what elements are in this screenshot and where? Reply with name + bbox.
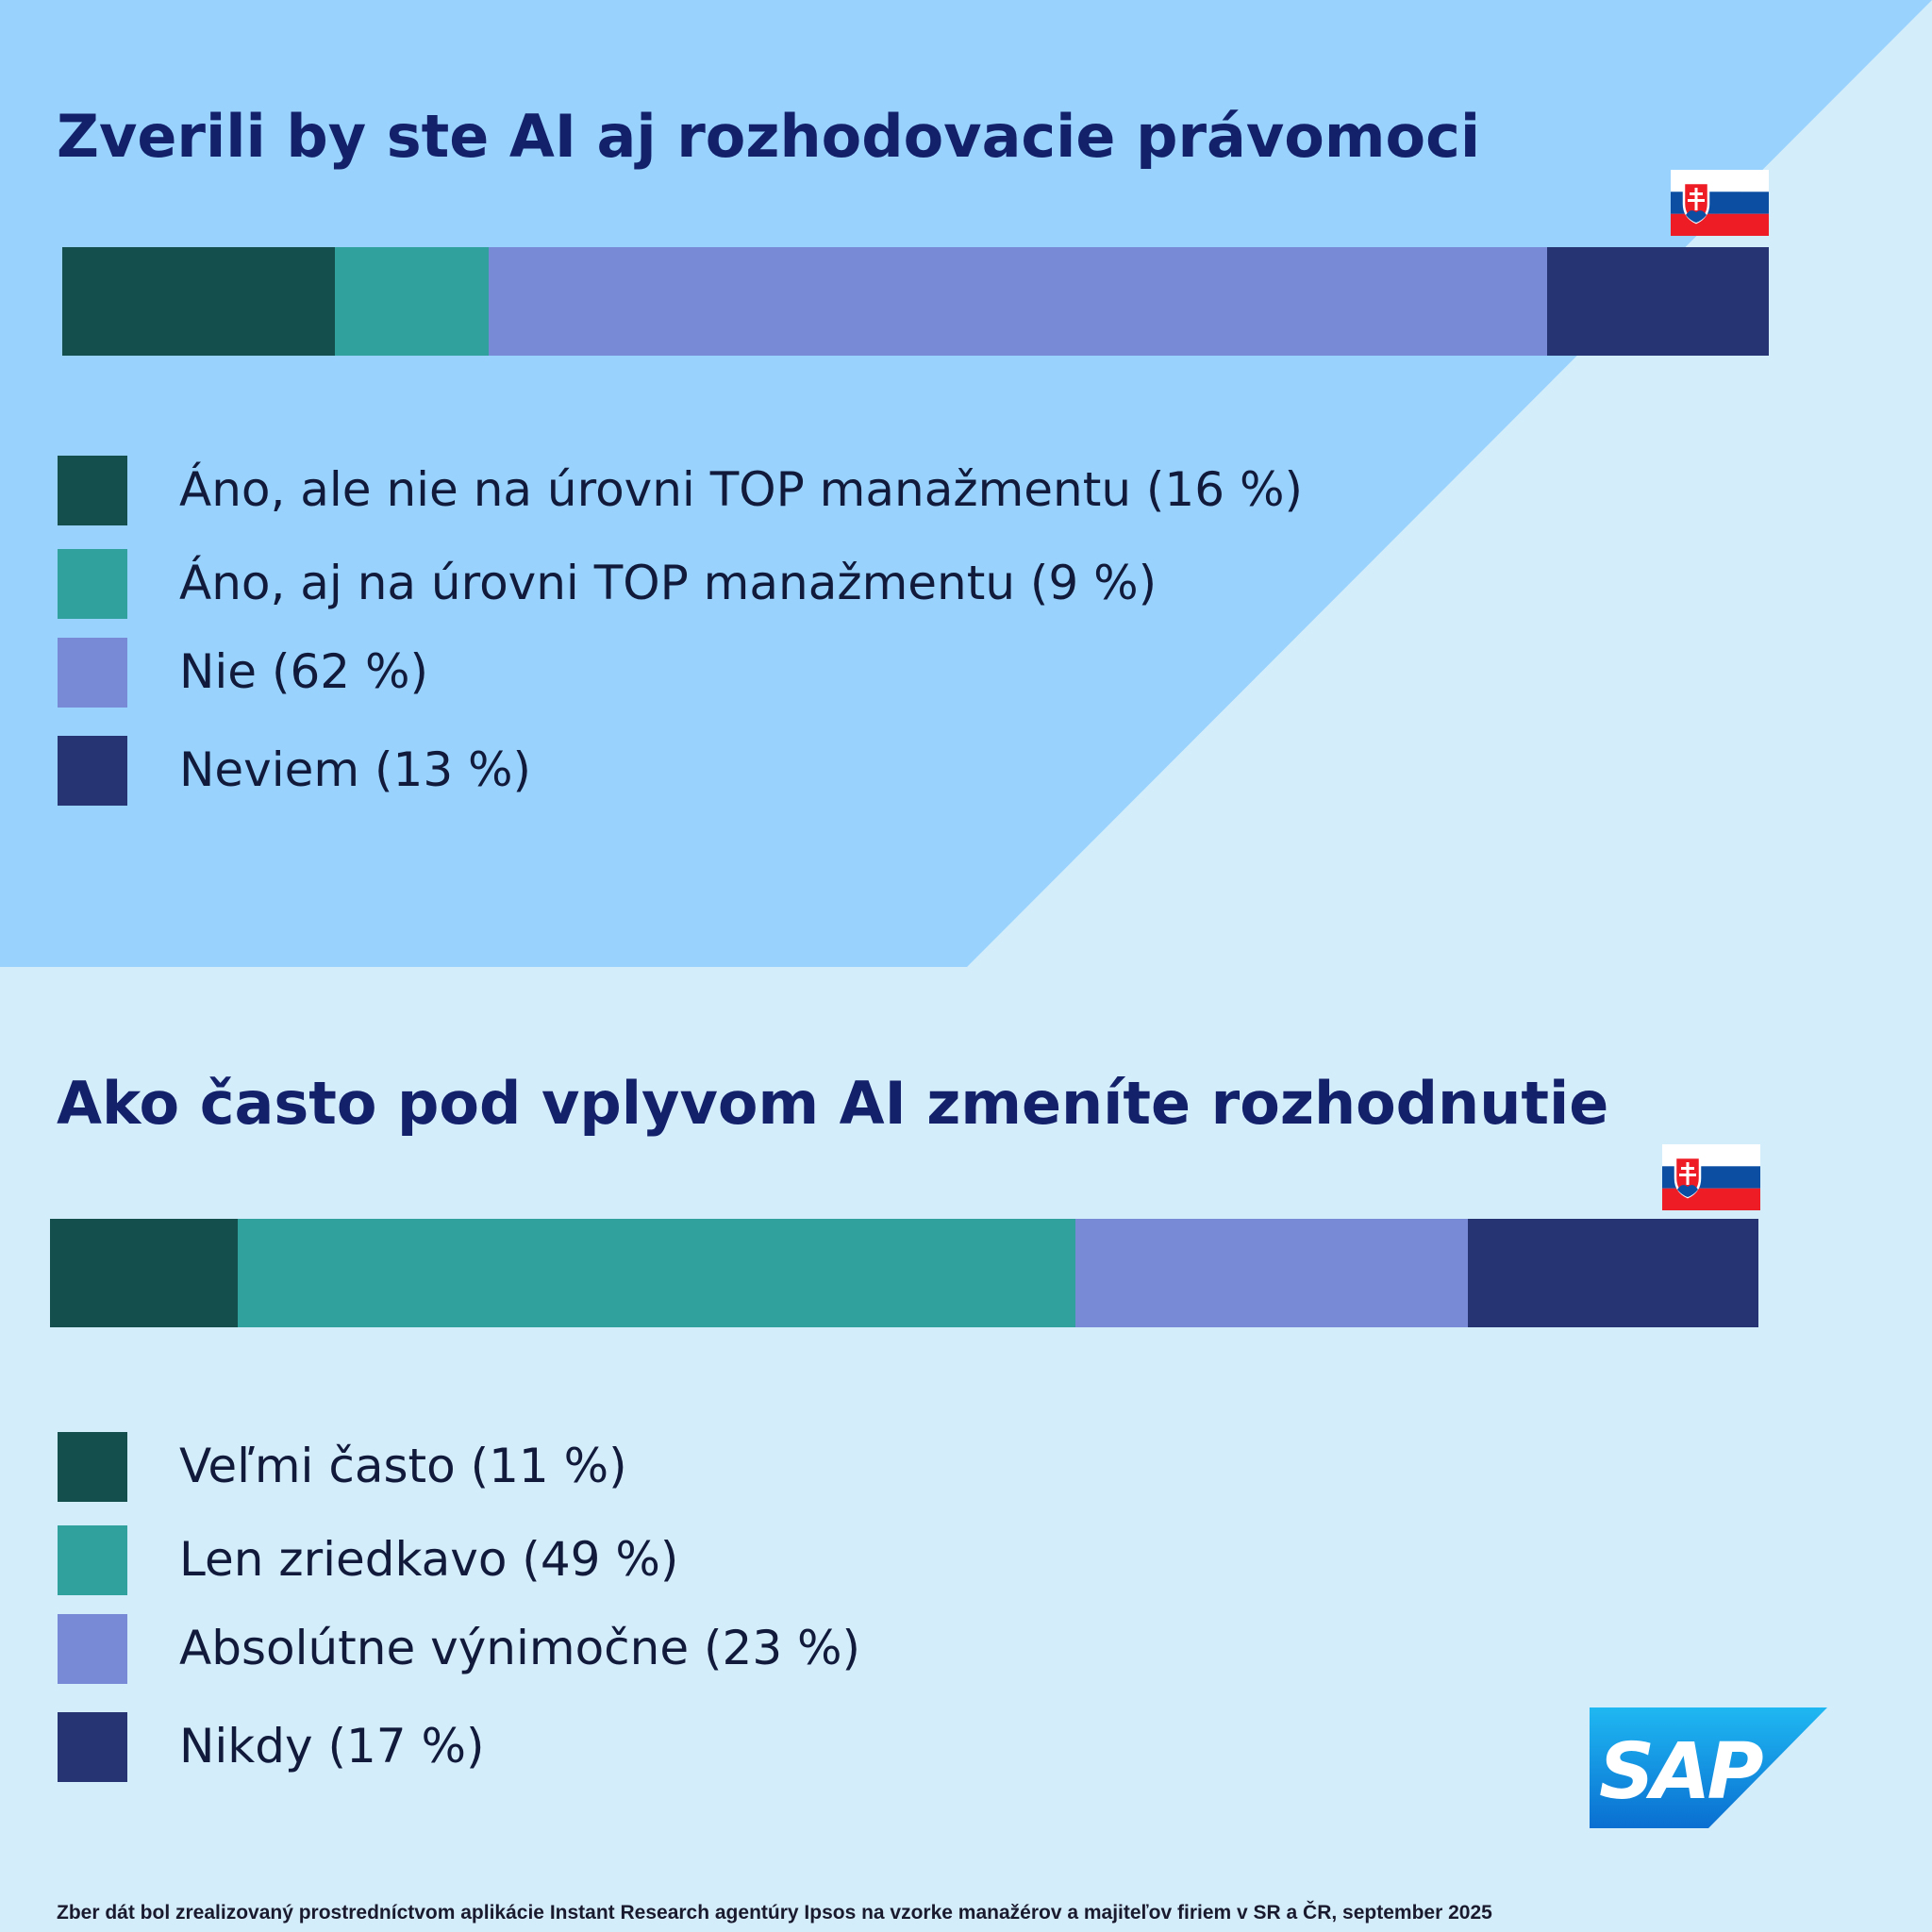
bar-segment-4 — [1468, 1219, 1758, 1327]
slovak-flag-icon — [1671, 170, 1769, 236]
bar-segment-1 — [50, 1219, 239, 1327]
legend-label: Neviem (13 %) — [179, 742, 532, 797]
chart-1-title: Zverili by ste AI aj rozhodovacie právom… — [57, 102, 1481, 171]
legend-label: Nikdy (17 %) — [179, 1719, 485, 1774]
bar-segment-3 — [1074, 1219, 1469, 1327]
legend-swatch — [58, 1525, 127, 1595]
legend-label: Áno, aj na úrovni TOP manažmentu (9 %) — [179, 556, 1158, 610]
legend-swatch — [58, 456, 127, 525]
sap-logo: SAP — [1590, 1707, 1827, 1828]
chart-2-title: Ako často pod vplyvom AI zmeníte rozhodn… — [57, 1069, 1609, 1138]
legend-swatch — [58, 1614, 127, 1684]
slovak-flag-icon — [1662, 1144, 1760, 1210]
top-panel — [0, 0, 1932, 967]
bar-segment-2 — [335, 247, 490, 356]
chart-1-stacked-bar — [62, 247, 1769, 356]
legend-label: Nie (62 %) — [179, 644, 428, 699]
bar-segment-1 — [62, 247, 336, 356]
legend-swatch — [58, 549, 127, 619]
legend-swatch — [58, 1712, 127, 1782]
legend-swatch — [58, 1432, 127, 1502]
svg-text:SAP: SAP — [1599, 1727, 1763, 1817]
legend-label: Veľmi často (11 %) — [179, 1439, 627, 1493]
legend-swatch — [58, 638, 127, 708]
legend-swatch — [58, 736, 127, 806]
footnote: Zber dát bol zrealizovaný prostredníctvo… — [57, 1902, 1492, 1924]
legend-label: Len zriedkavo (49 %) — [179, 1532, 679, 1587]
bar-segment-3 — [489, 247, 1547, 356]
bar-segment-4 — [1546, 247, 1769, 356]
legend-label: Áno, ale nie na úrovni TOP manažmentu (1… — [179, 462, 1303, 517]
legend-label: Absolútne výnimočne (23 %) — [179, 1621, 861, 1675]
chart-2-stacked-bar — [50, 1219, 1758, 1327]
bar-segment-2 — [238, 1219, 1075, 1327]
